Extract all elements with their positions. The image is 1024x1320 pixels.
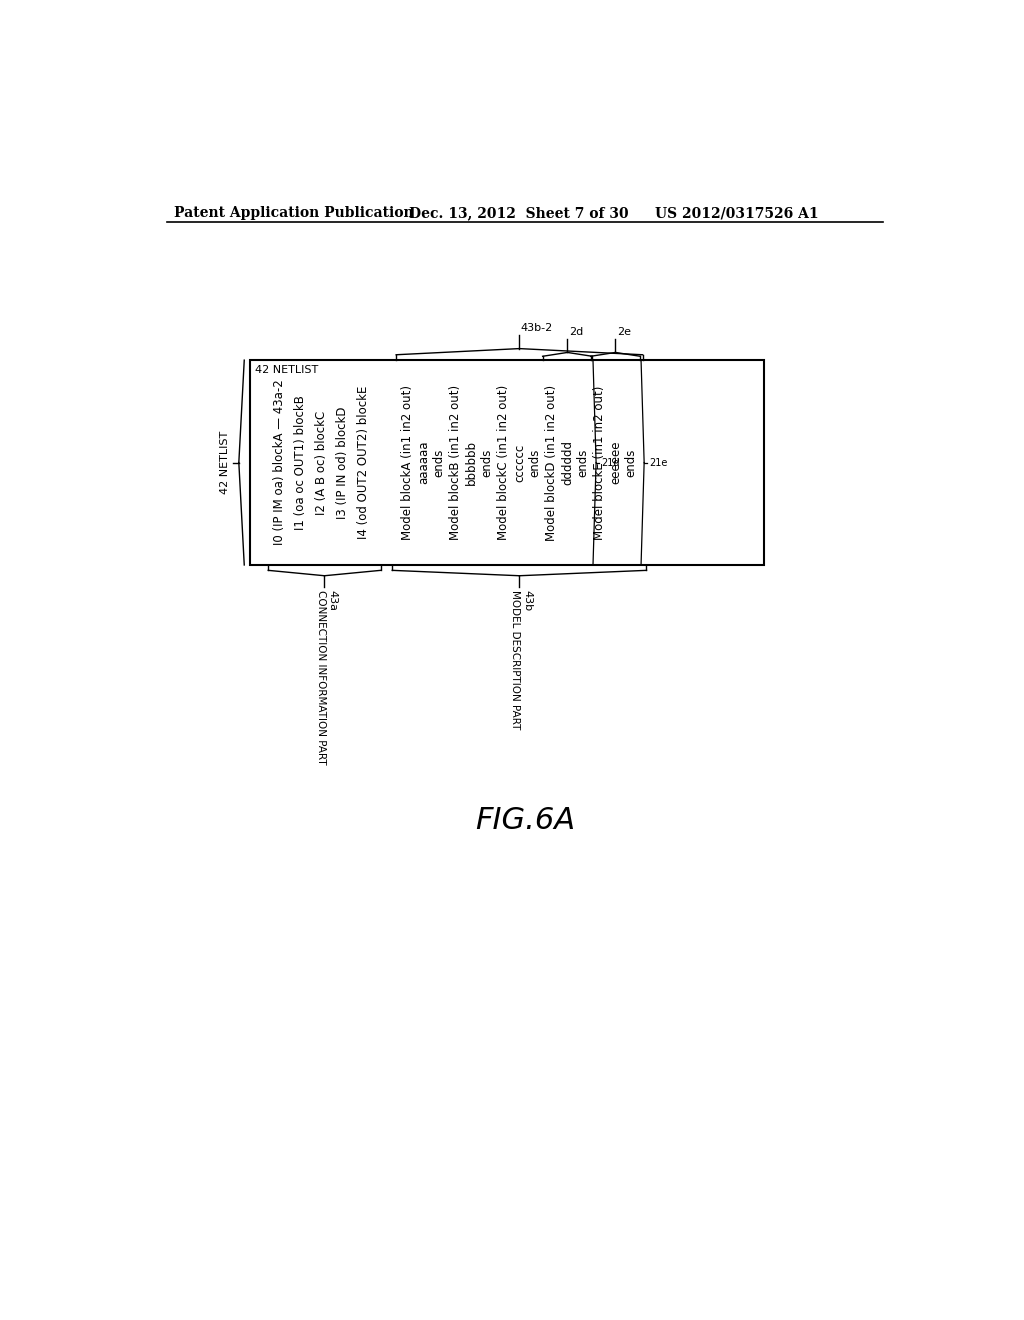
Text: CONNECTION INFORMATION PART: CONNECTION INFORMATION PART (315, 590, 326, 764)
Text: I3 (IP IN od) blockD: I3 (IP IN od) blockD (336, 407, 349, 519)
Bar (251, 360, 764, 565)
Text: dddddd: dddddd (561, 440, 573, 484)
Text: Patent Application Publication: Patent Application Publication (174, 206, 414, 220)
Text: bbbbbb: bbbbbb (465, 440, 478, 484)
Text: ends: ends (577, 449, 590, 477)
Text: Model blockB (in1 in2 out): Model blockB (in1 in2 out) (450, 385, 462, 540)
Text: I1 (oa oc OUT1) blockB: I1 (oa oc OUT1) blockB (294, 395, 307, 531)
Text: 42 NETLIST: 42 NETLIST (220, 430, 230, 494)
Text: 43b-2: 43b-2 (521, 323, 553, 333)
Text: 42 NETLIST: 42 NETLIST (255, 364, 318, 375)
Text: Model blockD (in1 in2 out): Model blockD (in1 in2 out) (546, 384, 558, 541)
Text: 43b: 43b (522, 590, 532, 611)
Text: eeeeee: eeeeee (609, 441, 622, 484)
Text: aaaaaa: aaaaaa (417, 441, 430, 484)
Text: Model blockC (in1 in2 out): Model blockC (in1 in2 out) (498, 385, 510, 540)
Text: US 2012/0317526 A1: US 2012/0317526 A1 (655, 206, 818, 220)
Text: I4 (od OUT2 OUT2) blockE: I4 (od OUT2 OUT2) blockE (357, 385, 370, 540)
Text: ends: ends (432, 449, 445, 477)
Text: cccccc: cccccc (513, 444, 526, 482)
Text: Dec. 13, 2012  Sheet 7 of 30: Dec. 13, 2012 Sheet 7 of 30 (409, 206, 628, 220)
Text: ends: ends (528, 449, 542, 477)
Text: I2 (A B oc) blockC: I2 (A B oc) blockC (315, 411, 329, 515)
Text: 21e: 21e (649, 458, 668, 467)
Text: MODEL DESCRIPTION PART: MODEL DESCRIPTION PART (511, 590, 520, 729)
Text: 2e: 2e (617, 327, 631, 337)
Text: Model blockA (in1 in2 out): Model blockA (in1 in2 out) (401, 385, 415, 540)
Text: 2d: 2d (569, 327, 584, 337)
Text: 21d: 21d (601, 458, 620, 467)
Text: ends: ends (480, 449, 494, 477)
Text: 43a: 43a (328, 590, 337, 611)
Text: I0 (IP IM oa) blockA — 43a-2: I0 (IP IM oa) blockA — 43a-2 (273, 380, 287, 545)
Text: FIG.6A: FIG.6A (475, 807, 574, 836)
Text: Model blockE (in1 in2 out): Model blockE (in1 in2 out) (594, 385, 606, 540)
Text: ends: ends (625, 449, 638, 477)
